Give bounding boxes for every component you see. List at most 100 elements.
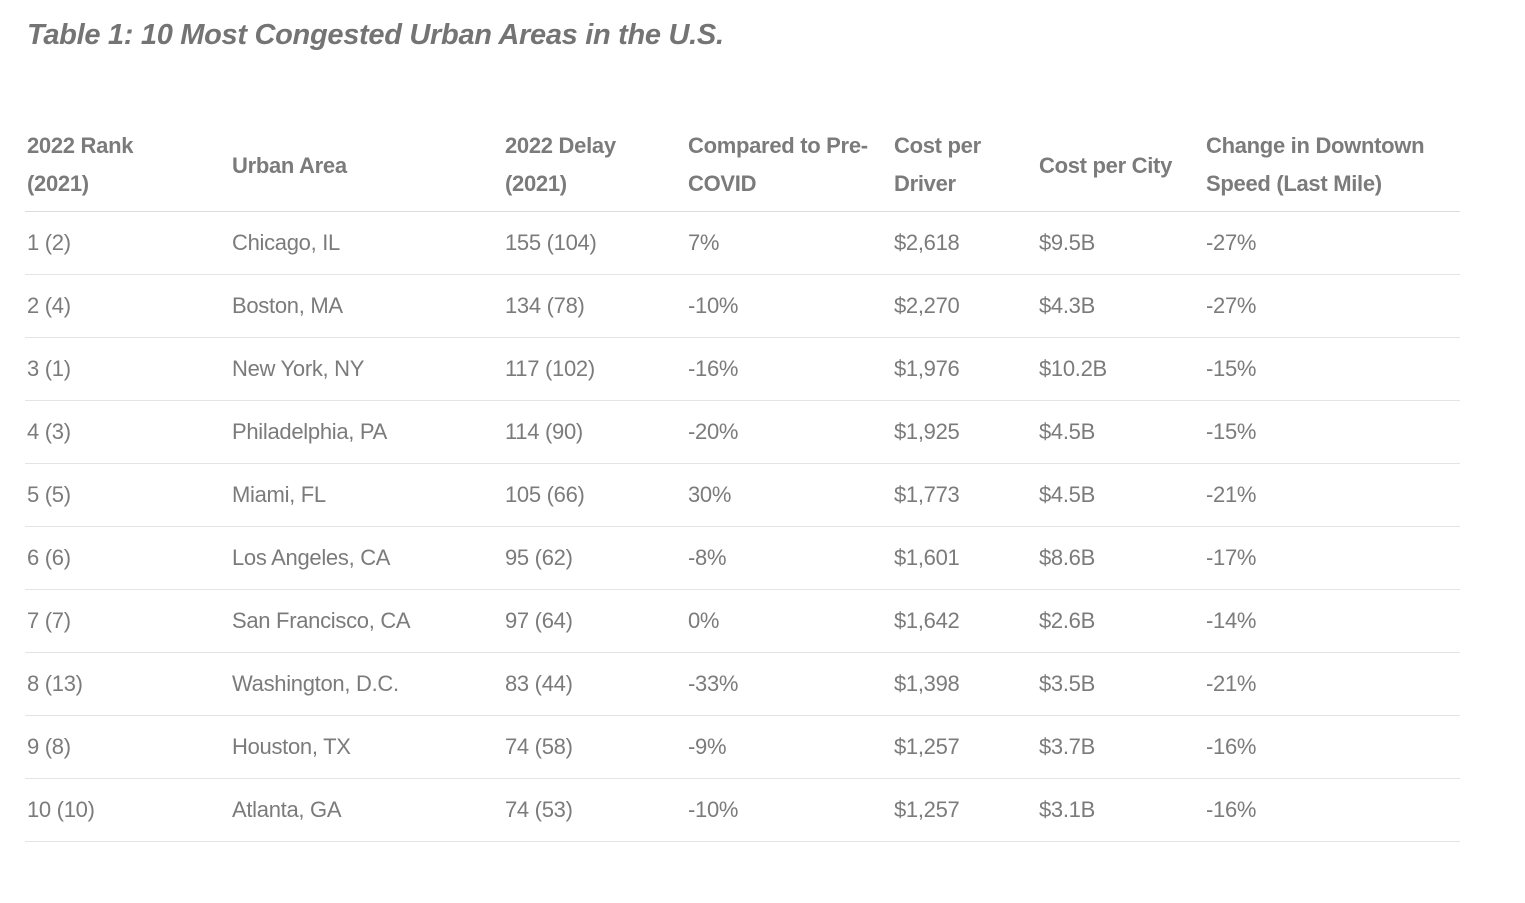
table-row: 8 (13) Washington, D.C. 83 (44) -33% $1,398 $… [25,652,1460,716]
cell-rank: 9 (8) [25,715,230,779]
cell-downtown-speed-change: -21% [1204,463,1460,527]
cell-vs-pre-covid: -20% [686,400,892,464]
cell-downtown-speed-change: -16% [1204,778,1460,842]
cell-urban-area: Atlanta, GA [230,778,503,842]
cell-cost-per-driver: $1,398 [892,652,1037,716]
cell-cost-per-city: $10.2B [1037,337,1204,401]
column-header-cost-per-driver: Cost per Driver [892,120,1037,212]
cell-vs-pre-covid: -16% [686,337,892,401]
column-header-label: Cost per City [1039,152,1173,178]
cell-delay: 97 (64) [503,589,686,653]
column-header-downtown-speed-change: Change in Downtown Speed (Last Mile) [1204,120,1460,212]
cell-delay: 155 (104) [503,211,686,275]
cell-vs-pre-covid: 0% [686,589,892,653]
table-row: 2 (4) Boston, MA 134 (78) -10% $2,270 $4.3B -2… [25,274,1460,338]
cell-vs-pre-covid: 30% [686,463,892,527]
cell-delay: 83 (44) [503,652,686,716]
cell-urban-area: Chicago, IL [230,211,503,275]
cell-cost-per-city: $4.3B [1037,274,1204,338]
cell-vs-pre-covid: -10% [686,274,892,338]
cell-cost-per-driver: $1,257 [892,778,1037,842]
cell-cost-per-city: $3.7B [1037,715,1204,779]
cell-downtown-speed-change: -14% [1204,589,1460,653]
cell-cost-per-driver: $1,976 [892,337,1037,401]
cell-urban-area: Washington, D.C. [230,652,503,716]
cell-cost-per-city: $9.5B [1037,211,1204,275]
cell-rank: 4 (3) [25,400,230,464]
cell-urban-area: Boston, MA [230,274,503,338]
cell-downtown-speed-change: -16% [1204,715,1460,779]
table-row: 10 (10) Atlanta, GA 74 (53) -10% $1,257 $3.1B… [25,778,1460,842]
cell-rank: 3 (1) [25,337,230,401]
cell-cost-per-city: $3.5B [1037,652,1204,716]
cell-cost-per-driver: $2,618 [892,211,1037,275]
cell-rank: 2 (4) [25,274,230,338]
table-row: 6 (6) Los Angeles, CA 95 (62) -8% $1,601 $8.6… [25,526,1460,590]
table-row: 1 (2) Chicago, IL 155 (104) 7% $2,618 $9.5B -2… [25,211,1460,275]
column-header-delay: 2022 Delay (2021) [503,120,686,212]
table-row: 3 (1) New York, NY 117 (102) -16% $1,976 $10.… [25,337,1460,401]
table-header: 2022 Rank (2021) Urban Area 2022 Delay (… [25,120,1460,212]
cell-delay: 117 (102) [503,337,686,401]
cell-delay: 74 (58) [503,715,686,779]
cell-cost-per-driver: $1,925 [892,400,1037,464]
cell-rank: 10 (10) [25,778,230,842]
cell-downtown-speed-change: -27% [1204,211,1460,275]
cell-rank: 7 (7) [25,589,230,653]
cell-rank: 1 (2) [25,211,230,275]
cell-cost-per-city: $3.1B [1037,778,1204,842]
cell-cost-per-driver: $2,270 [892,274,1037,338]
column-header-label: Urban Area [232,152,347,178]
cell-vs-pre-covid: -9% [686,715,892,779]
cell-delay: 105 (66) [503,463,686,527]
column-header-rank: 2022 Rank (2021) [25,120,230,212]
cell-delay: 74 (53) [503,778,686,842]
cell-cost-per-city: $8.6B [1037,526,1204,590]
cell-cost-per-city: $4.5B [1037,463,1204,527]
cell-rank: 8 (13) [25,652,230,716]
cell-urban-area: San Francisco, CA [230,589,503,653]
table-row: 7 (7) San Francisco, CA 97 (64) 0% $1,642 $2.… [25,589,1460,653]
column-header-vs-pre-covid: Compared to Pre-COVID [686,120,892,212]
table-row: 5 (5) Miami, FL 105 (66) 30% $1,773 $4.5B -21% [25,463,1460,527]
cell-urban-area: New York, NY [230,337,503,401]
congestion-table: 2022 Rank (2021) Urban Area 2022 Delay (… [25,120,1460,842]
cell-rank: 6 (6) [25,526,230,590]
cell-cost-per-driver: $1,773 [892,463,1037,527]
cell-downtown-speed-change: -15% [1204,400,1460,464]
column-header-label: Compared to Pre-COVID [688,133,868,197]
cell-rank: 5 (5) [25,463,230,527]
column-header-label: 2022 Delay (2021) [505,133,616,197]
cell-downtown-speed-change: -21% [1204,652,1460,716]
cell-urban-area: Los Angeles, CA [230,526,503,590]
cell-delay: 134 (78) [503,274,686,338]
cell-vs-pre-covid: 7% [686,211,892,275]
cell-vs-pre-covid: -8% [686,526,892,590]
table-row: 9 (8) Houston, TX 74 (58) -9% $1,257 $3.7B -16… [25,715,1460,779]
column-header-label: 2022 Rank (2021) [27,133,134,197]
table-row: 4 (3) Philadelphia, PA 114 (90) -20% $1,925 $… [25,400,1460,464]
cell-delay: 95 (62) [503,526,686,590]
cell-downtown-speed-change: -27% [1204,274,1460,338]
column-header-label: Change in Downtown Speed (Last Mile) [1206,133,1425,197]
cell-cost-per-city: $4.5B [1037,400,1204,464]
cell-urban-area: Houston, TX [230,715,503,779]
column-header-urban-area: Urban Area [230,120,503,212]
cell-cost-per-driver: $1,257 [892,715,1037,779]
cell-vs-pre-covid: -33% [686,652,892,716]
table-body: 1 (2) Chicago, IL 155 (104) 7% $2,618 $9.5B -2… [25,211,1460,842]
cell-delay: 114 (90) [503,400,686,464]
column-header-cost-per-city: Cost per City [1037,120,1204,212]
cell-downtown-speed-change: -15% [1204,337,1460,401]
cell-urban-area: Philadelphia, PA [230,400,503,464]
cell-urban-area: Miami, FL [230,463,503,527]
cell-downtown-speed-change: -17% [1204,526,1460,590]
table-title: Table 1: 10 Most Congested Urban Areas i… [27,19,724,51]
cell-vs-pre-covid: -10% [686,778,892,842]
cell-cost-per-city: $2.6B [1037,589,1204,653]
column-header-label: Cost per Driver [894,133,981,197]
header-row: 2022 Rank (2021) Urban Area 2022 Delay (… [25,120,1460,212]
page: Table 1: 10 Most Congested Urban Areas i… [25,19,1460,842]
cell-cost-per-driver: $1,601 [892,526,1037,590]
cell-cost-per-driver: $1,642 [892,589,1037,653]
